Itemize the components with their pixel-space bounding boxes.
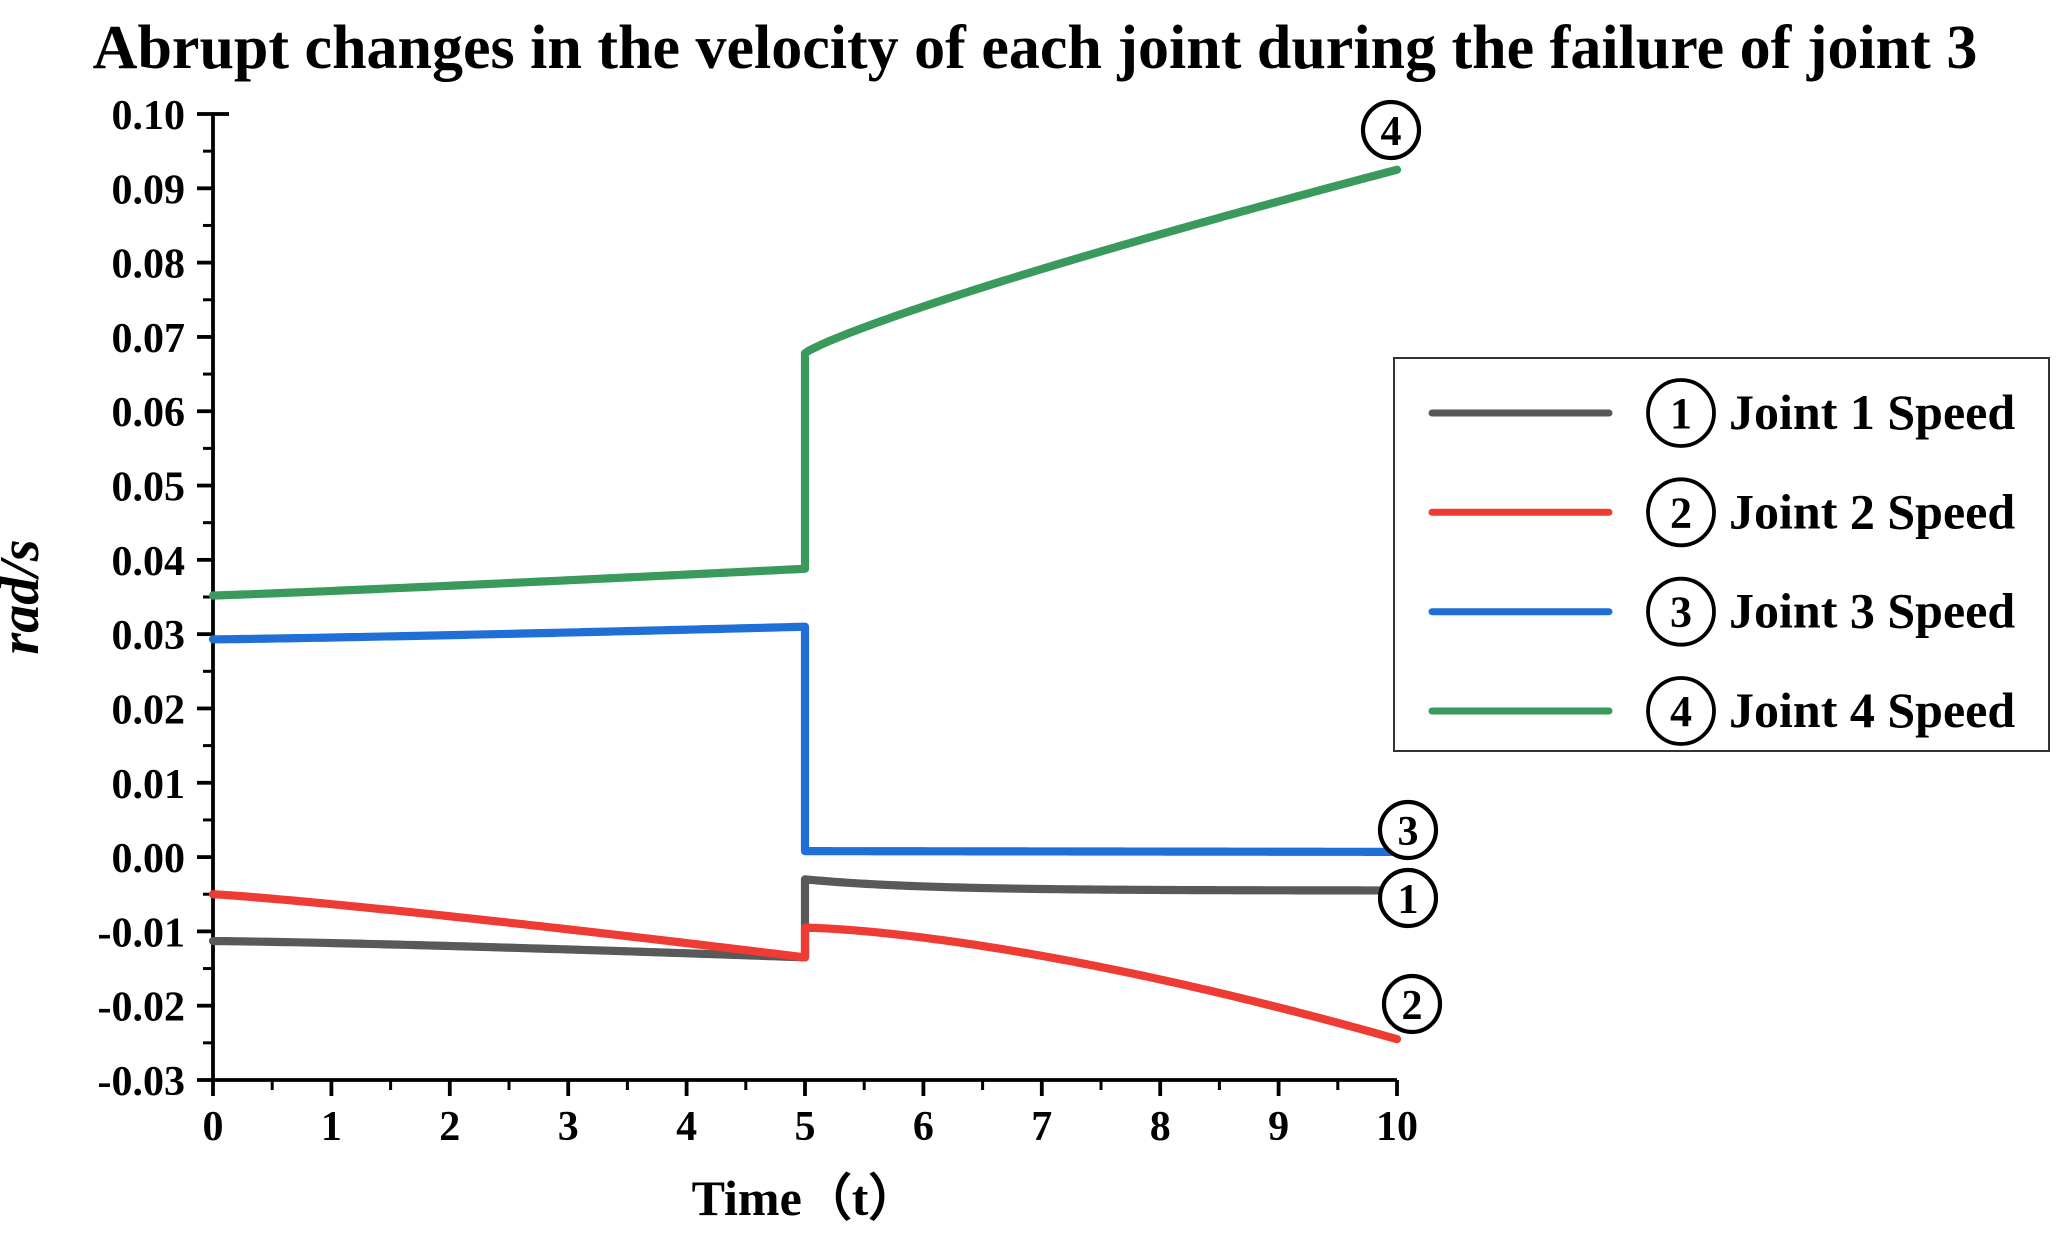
svg-text:0.03: 0.03 [112,613,186,659]
svg-text:1: 1 [1670,389,1692,438]
svg-text:Joint 3 Speed: Joint 3 Speed [1729,583,2015,639]
svg-text:3: 3 [1398,809,1419,855]
svg-text:0.08: 0.08 [112,242,186,288]
svg-text:Joint 2 Speed: Joint 2 Speed [1729,483,2015,539]
svg-text:Abrupt changes in the velocity: Abrupt changes in the velocity of each j… [93,14,1978,82]
svg-text:0: 0 [203,1104,224,1150]
svg-text:-0.02: -0.02 [98,985,186,1031]
svg-text:0.06: 0.06 [112,390,186,436]
svg-text:0.00: 0.00 [112,836,186,882]
svg-text:0.04: 0.04 [112,539,186,585]
svg-text:10: 10 [1376,1104,1418,1150]
svg-text:0.01: 0.01 [112,762,186,808]
svg-text:Joint 1 Speed: Joint 1 Speed [1729,384,2015,440]
svg-text:0.09: 0.09 [112,167,186,213]
svg-text:1: 1 [1398,877,1419,923]
svg-text:0.05: 0.05 [112,465,186,511]
svg-text:4: 4 [1670,687,1692,736]
svg-text:0.02: 0.02 [112,687,186,733]
svg-text:3: 3 [558,1104,579,1150]
svg-text:Time（t）: Time（t） [692,1170,919,1226]
svg-text:7: 7 [1031,1104,1052,1150]
svg-text:6: 6 [913,1104,934,1150]
svg-text:2: 2 [439,1104,460,1150]
svg-text:rad/s: rad/s [0,539,51,654]
svg-text:0.07: 0.07 [112,316,186,362]
svg-text:Joint 4 Speed: Joint 4 Speed [1729,682,2015,738]
svg-text:-0.03: -0.03 [98,1059,186,1105]
svg-text:-0.01: -0.01 [98,910,186,956]
svg-text:2: 2 [1670,488,1692,537]
svg-text:0.10: 0.10 [112,93,186,139]
svg-text:8: 8 [1150,1104,1171,1150]
svg-text:4: 4 [676,1104,697,1150]
svg-text:3: 3 [1670,588,1692,637]
svg-text:1: 1 [321,1104,342,1150]
svg-text:4: 4 [1381,109,1402,155]
svg-text:2: 2 [1402,983,1423,1029]
svg-text:5: 5 [795,1104,816,1150]
svg-text:9: 9 [1268,1104,1289,1150]
